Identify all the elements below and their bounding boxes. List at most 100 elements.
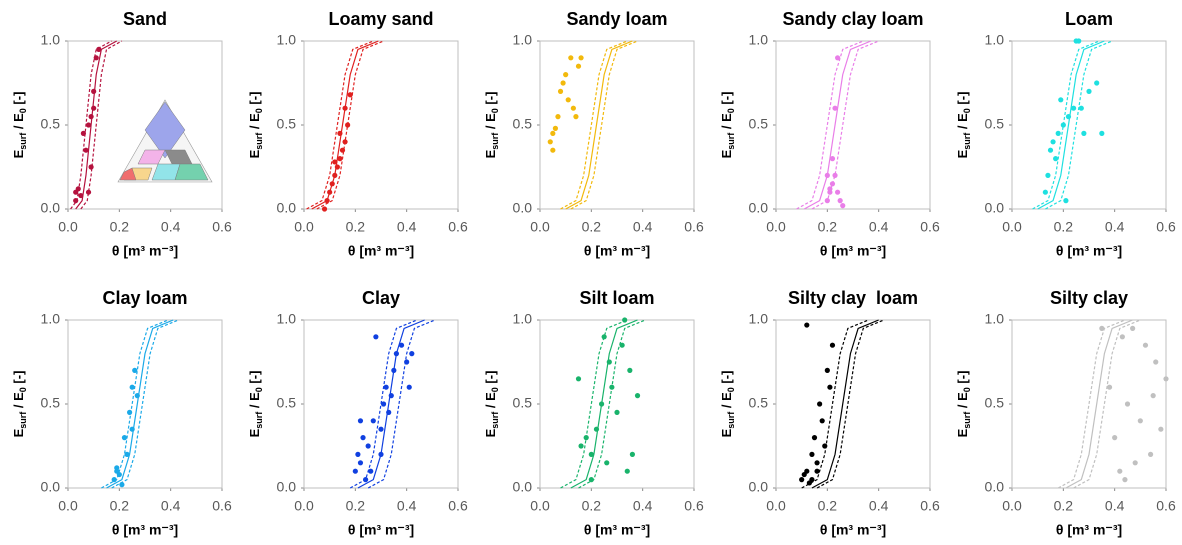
y-label-part: / E xyxy=(483,113,498,133)
panel-title: Sand xyxy=(123,9,167,29)
data-point xyxy=(606,359,612,365)
data-point xyxy=(555,114,561,120)
y-tick-label: 0.5 xyxy=(41,395,61,411)
model-curve xyxy=(803,40,872,210)
x-tick-label: 0.2 xyxy=(110,498,130,514)
y-label-part: surf xyxy=(254,411,264,429)
plot-frame xyxy=(303,319,459,489)
x-tick-label: 0.4 xyxy=(1105,498,1125,514)
y-tick-label: 0.0 xyxy=(277,200,297,216)
x-tick-label: 0.0 xyxy=(766,219,786,235)
y-label-part: [-] xyxy=(955,371,970,388)
data-point xyxy=(406,384,412,390)
data-point xyxy=(121,435,128,441)
x-tick-label: 0.0 xyxy=(1002,219,1022,235)
data-point xyxy=(832,105,838,111)
x-tick-label: 0.6 xyxy=(1156,498,1176,514)
y-label-part: / E xyxy=(955,392,970,412)
x-tick-label: 0.6 xyxy=(684,498,704,514)
data-point xyxy=(829,181,836,187)
y-tick-label: 0.5 xyxy=(41,116,61,132)
y-label-part: E xyxy=(247,428,262,437)
data-point xyxy=(814,460,820,466)
data-point xyxy=(347,92,353,98)
y-label-part: surf xyxy=(18,132,28,150)
y-tick-label: 0.0 xyxy=(277,479,297,495)
data-point xyxy=(588,477,594,483)
model-curve xyxy=(560,319,628,489)
y-label-part: E xyxy=(11,149,26,158)
x-axis-label: θ [m³ m⁻³] xyxy=(1056,522,1122,538)
y-label-part: surf xyxy=(962,132,972,150)
data-point xyxy=(824,367,830,373)
data-point xyxy=(380,401,387,407)
data-point xyxy=(634,393,641,399)
y-axis-label: Esurf / E0 [-] xyxy=(483,92,500,159)
data-point xyxy=(568,55,574,61)
data-point xyxy=(1086,88,1092,94)
data-point xyxy=(614,409,620,415)
y-tick-label: 0.5 xyxy=(985,395,1005,411)
data-point xyxy=(1042,189,1048,195)
data-point xyxy=(819,418,825,424)
x-tick-label: 0.4 xyxy=(633,219,653,235)
data-point xyxy=(547,139,553,145)
y-label-part: 0 xyxy=(18,108,28,113)
data-point xyxy=(570,105,576,111)
panel: Sand 0.0 0.2 0.4 0.6 0.0 0.5 1.0 θ [m³ m⁻³] Esurf… xyxy=(11,9,232,259)
data-point xyxy=(809,477,815,483)
data-point xyxy=(835,55,841,61)
x-tick-label: 0.0 xyxy=(294,219,314,235)
y-tick-label: 0.5 xyxy=(513,116,533,132)
y-tick-label: 0.0 xyxy=(985,479,1005,495)
data-point xyxy=(324,198,330,204)
data-point xyxy=(1081,130,1087,136)
x-axis-label: θ [m³ m⁻³] xyxy=(584,522,650,538)
x-tick-label: 0.6 xyxy=(212,219,232,235)
data-point xyxy=(832,172,838,178)
data-point xyxy=(75,186,81,192)
data-point xyxy=(622,317,628,323)
x-tick-label: 0.6 xyxy=(448,219,468,235)
panel-title: Clay loam xyxy=(102,288,187,308)
y-label-part: 0 xyxy=(962,387,972,392)
data-point xyxy=(827,186,833,192)
x-tick-label: 0.0 xyxy=(58,219,78,235)
data-point xyxy=(578,443,584,449)
data-point xyxy=(804,468,810,474)
soil-texture-triangle-inset xyxy=(117,99,213,183)
y-axis-label: Esurf / E0 [-] xyxy=(483,371,500,438)
y-label-part: E xyxy=(955,428,970,437)
y-label-part: [-] xyxy=(483,92,498,109)
data-point xyxy=(1150,393,1156,399)
data-point xyxy=(835,189,841,195)
y-label-part: E xyxy=(11,428,26,437)
y-label-part: / E xyxy=(483,392,498,412)
data-point xyxy=(321,206,328,212)
data-point xyxy=(1099,130,1105,136)
data-point xyxy=(91,105,97,111)
plot-frame xyxy=(1011,40,1167,210)
data-point xyxy=(1158,426,1164,432)
data-point xyxy=(1106,384,1113,390)
y-label-part: surf xyxy=(726,411,736,429)
y-tick-label: 1.0 xyxy=(749,32,769,48)
data-point xyxy=(80,130,86,136)
data-point xyxy=(1047,147,1054,153)
x-tick-label: 0.4 xyxy=(161,219,181,235)
y-tick-label: 0.5 xyxy=(749,395,769,411)
y-label-part: 0 xyxy=(490,108,500,113)
model-curve xyxy=(565,40,633,210)
y-axis-label: Esurf / E0 [-] xyxy=(11,92,28,159)
data-point xyxy=(1060,122,1066,128)
x-axis-label: θ [m³ m⁻³] xyxy=(112,243,178,259)
data-point xyxy=(373,334,379,340)
data-point xyxy=(599,401,605,407)
y-label-part: E xyxy=(483,149,498,158)
y-label-part: / E xyxy=(955,113,970,133)
y-tick-label: 1.0 xyxy=(513,311,533,327)
model-curve xyxy=(570,40,638,210)
data-point xyxy=(327,189,333,195)
data-point xyxy=(827,384,833,390)
y-tick-label: 0.0 xyxy=(749,479,769,495)
